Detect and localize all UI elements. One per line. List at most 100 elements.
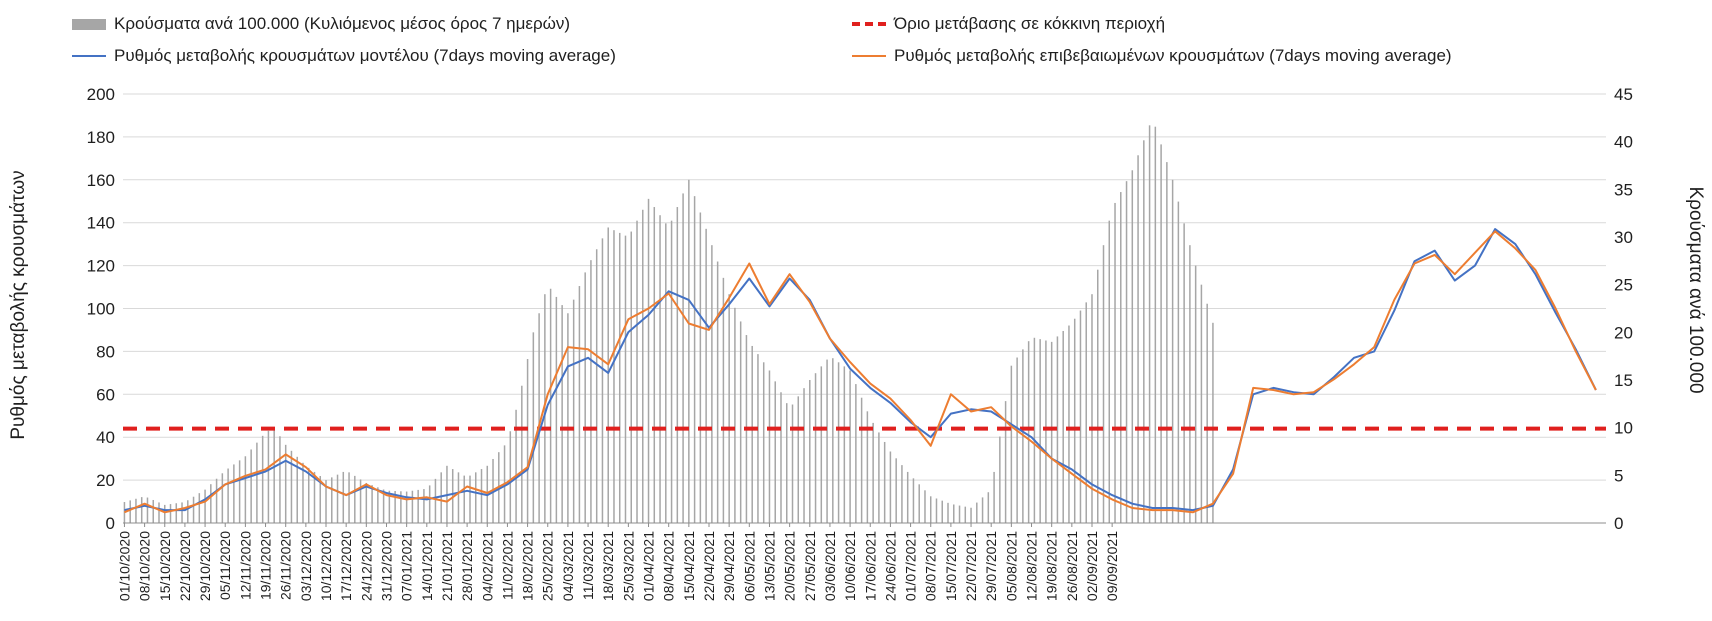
bar — [192, 496, 195, 523]
bar — [572, 299, 575, 523]
x-tick-label: 31/12/2020 — [379, 531, 395, 601]
legend-item-cases: Κρούσματα ανά 100.000 (Κυλιόμενος μέσος … — [72, 14, 570, 34]
bar — [451, 469, 454, 523]
bar — [751, 345, 753, 523]
bar — [642, 209, 644, 523]
bar — [803, 388, 805, 523]
bar — [682, 193, 684, 523]
bar — [377, 487, 379, 523]
bar — [1131, 170, 1134, 523]
x-tick-label: 27/05/2021 — [802, 531, 818, 601]
y-right-tick-label: 45 — [1614, 85, 1633, 104]
x-tick-label: 15/10/2020 — [157, 531, 173, 601]
bar — [981, 497, 984, 523]
bar — [169, 504, 172, 523]
legend-swatch-cases — [72, 18, 106, 30]
bar — [336, 474, 339, 523]
x-tick-label: 19/11/2020 — [258, 531, 274, 600]
bar — [146, 497, 149, 523]
bar — [688, 179, 690, 524]
bar — [607, 227, 609, 523]
bar — [970, 507, 972, 523]
bar — [233, 464, 235, 523]
x-tick-label: 24/12/2020 — [358, 531, 374, 601]
bar — [428, 485, 431, 523]
x-tick-label: 13/05/2021 — [762, 531, 778, 601]
bar — [1016, 357, 1018, 523]
x-tick-label: 15/04/2021 — [681, 531, 697, 601]
bar — [849, 370, 851, 523]
legend-item-confirmed: Ρυθμός μεταβολής επιβεβαιωμένων κρουσμάτ… — [852, 46, 1452, 66]
x-tick-label: 12/08/2021 — [1024, 531, 1040, 601]
x-tick-label: 19/08/2021 — [1044, 531, 1060, 601]
bar — [331, 477, 333, 523]
x-tick-label: 02/09/2021 — [1084, 531, 1100, 601]
bar — [728, 294, 730, 523]
y-right-tick-label: 25 — [1614, 276, 1633, 295]
bar — [912, 478, 915, 523]
x-tick-label: 05/11/2020 — [217, 531, 233, 600]
bar — [158, 502, 160, 523]
bar — [1183, 223, 1185, 523]
bar — [284, 444, 287, 523]
bar — [860, 397, 863, 523]
bar — [273, 427, 275, 523]
legend-label-cases: Κρούσματα ανά 100.000 (Κυλιόμενος μέσος … — [114, 14, 571, 33]
x-tick-label: 15/07/2021 — [943, 531, 959, 601]
bar — [872, 422, 874, 523]
x-tick-label: 29/10/2020 — [197, 531, 213, 601]
bar — [722, 277, 725, 523]
bar — [509, 431, 512, 523]
x-tick-label: 03/06/2021 — [822, 531, 838, 601]
bar — [935, 498, 938, 523]
bar — [906, 471, 909, 523]
y-right-tick-label: 30 — [1614, 228, 1633, 247]
bar — [549, 288, 552, 523]
bar — [964, 506, 967, 523]
x-tick-label: 08/10/2020 — [137, 531, 153, 601]
bar — [129, 500, 131, 523]
bar — [1120, 192, 1122, 524]
bar — [140, 497, 143, 523]
bar — [630, 231, 633, 524]
bar — [261, 435, 264, 523]
bar — [636, 220, 638, 523]
bar — [526, 359, 529, 523]
bar — [256, 442, 258, 523]
x-tick-label: 11/03/2021 — [580, 531, 596, 600]
bar — [123, 502, 126, 523]
x-tick-label: 17/12/2020 — [338, 531, 354, 601]
bar — [302, 462, 304, 523]
bar — [584, 272, 586, 523]
bar — [578, 286, 581, 523]
bar — [423, 489, 425, 523]
x-tick-label: 18/02/2021 — [520, 531, 536, 601]
x-tick-label: 20/05/2021 — [782, 531, 798, 601]
bar — [296, 456, 298, 523]
bar — [1206, 303, 1208, 523]
y-right-tick-label: 20 — [1614, 323, 1633, 342]
legend-label-model: Ρυθμός μεταβολής κρουσμάτων μοντέλου (7d… — [114, 46, 616, 65]
bar — [1137, 155, 1139, 524]
x-tick-label: 05/08/2021 — [1003, 531, 1019, 601]
bar — [475, 472, 477, 523]
bar — [659, 215, 661, 523]
x-tick-label: 14/01/2021 — [419, 531, 435, 601]
x-tick-label: 04/03/2021 — [560, 531, 576, 601]
bar — [1027, 341, 1030, 523]
bar — [342, 471, 345, 523]
bar — [135, 498, 137, 523]
bar — [388, 490, 391, 523]
x-tick-label: 18/03/2021 — [600, 531, 616, 601]
bar — [434, 478, 437, 523]
bar — [711, 245, 713, 523]
bar — [987, 492, 990, 523]
bar — [883, 441, 886, 523]
bar — [768, 370, 771, 523]
bar — [889, 451, 892, 523]
bar — [1073, 318, 1076, 523]
bar — [244, 456, 247, 523]
bar — [411, 490, 414, 523]
bar — [1143, 140, 1145, 524]
y-right-tick-label: 0 — [1614, 514, 1623, 533]
